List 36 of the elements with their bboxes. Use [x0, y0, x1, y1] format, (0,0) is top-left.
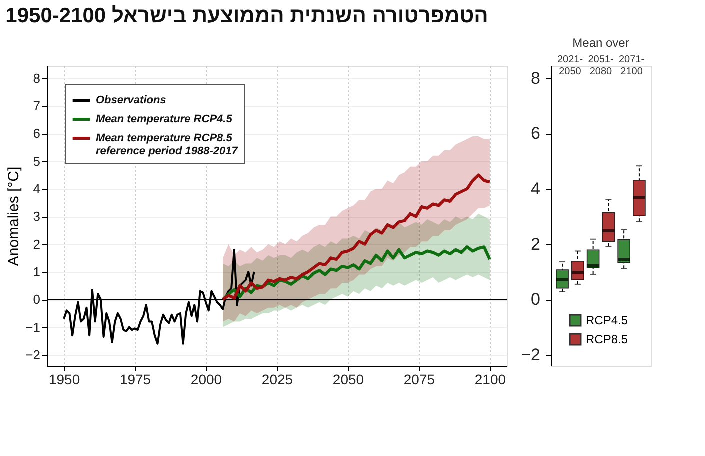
x-tick-label: 1975: [120, 372, 152, 388]
x-tick-label: 2075: [404, 372, 436, 388]
x-tick-label: 2100: [474, 372, 506, 388]
y-tick-label: 4: [33, 182, 40, 197]
y-tick-label: 0: [531, 290, 540, 310]
legend-label: Mean temperature RCP8.5: [96, 132, 234, 144]
y-tick-label: 5: [33, 154, 40, 169]
chart-title: Mean over: [572, 36, 630, 50]
y-tick-label: 3: [33, 209, 40, 224]
y-tick-label: 7: [33, 98, 40, 114]
x-tick-label: 2021-2050: [557, 54, 584, 78]
y-tick-label: 6: [531, 124, 540, 144]
chart-title: הטמפרטורה השנתית הממוצעת בישראל 1950-2100: [6, 4, 488, 28]
y-tick-label: 2: [33, 236, 40, 252]
x-tick-label: 1950: [48, 372, 80, 388]
x-tick-label: 2050: [332, 372, 364, 388]
y-axis-title: Anomalies [°C]: [6, 166, 23, 266]
x-tick-label: 2051-2080: [588, 54, 614, 78]
y-tick-label: 8: [33, 70, 40, 86]
y-tick-label: 8: [531, 68, 540, 88]
x-tick-label: 2071-2100: [618, 54, 645, 78]
y-tick-label: −1: [26, 320, 40, 335]
y-tick-label: 4: [531, 180, 540, 199]
x-tick-label: 2025: [262, 372, 294, 388]
legend-label: RCP4.5: [586, 314, 628, 328]
y-tick-label: −2: [521, 345, 540, 364]
legend-label: RCP8.5: [586, 332, 628, 346]
y-tick-label: 6: [33, 126, 40, 142]
legend-label: Observations: [96, 94, 166, 106]
legend-label: Mean temperature RCP4.5: [96, 114, 234, 126]
y-tick-label: 1: [33, 264, 40, 280]
y-tick-label: 2: [531, 234, 540, 254]
x-tick-label: 2000: [190, 372, 222, 388]
y-tick-label: −2: [26, 347, 40, 362]
annotation: reference period 1988-2017: [96, 146, 239, 158]
y-tick-label: 0: [33, 292, 40, 308]
